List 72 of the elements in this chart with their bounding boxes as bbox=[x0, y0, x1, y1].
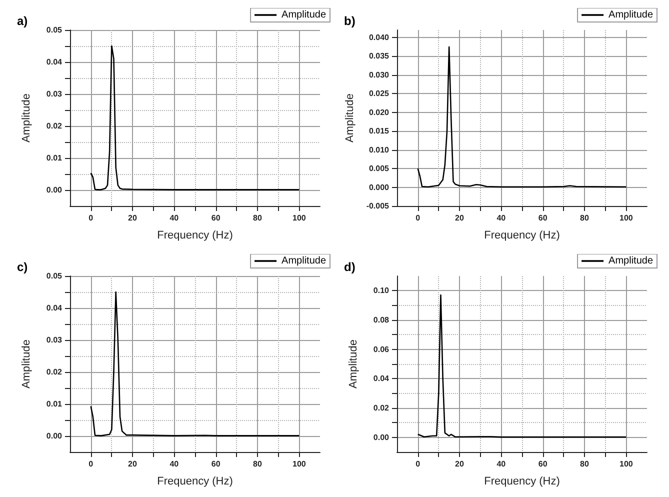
y-tick-label: 0.04 bbox=[46, 58, 63, 66]
chart-title: c) bbox=[17, 260, 28, 274]
x-tick-label: 20 bbox=[128, 214, 138, 222]
y-tick-label: 0.02 bbox=[46, 368, 63, 376]
x-tick-label: 40 bbox=[496, 214, 506, 222]
x-tick-label: 20 bbox=[455, 214, 464, 222]
y-axis-title: Amplitude bbox=[20, 340, 32, 388]
y-tick-label: 0.025 bbox=[368, 89, 390, 98]
line-series bbox=[417, 46, 627, 188]
y-tick-label: 0.035 bbox=[368, 52, 390, 61]
x-tick-label: 40 bbox=[496, 460, 506, 468]
x-tick-label: 100 bbox=[292, 214, 306, 222]
x-tick-label: 100 bbox=[292, 460, 306, 468]
y-tick-label: 0.01 bbox=[46, 154, 63, 162]
x-axis-title: Frequency (Hz) bbox=[157, 230, 233, 242]
y-tick-label: -0.005 bbox=[366, 202, 390, 210]
y-tick-label: 0.08 bbox=[373, 316, 390, 324]
x-tick-label: 0 bbox=[416, 460, 421, 468]
y-tick-label: 0.00 bbox=[46, 432, 63, 440]
line-series bbox=[417, 294, 627, 438]
y-tick-label: 0.015 bbox=[368, 126, 390, 136]
y-tick-label: 0.10 bbox=[373, 286, 390, 296]
y-tick-label: 0.005 bbox=[368, 164, 390, 174]
y-tick-label: 0.03 bbox=[46, 336, 63, 344]
x-tick-label: 20 bbox=[128, 460, 138, 468]
line-series bbox=[90, 291, 300, 436]
y-tick-label: 0.000 bbox=[368, 182, 390, 192]
chart-title: d) bbox=[344, 260, 356, 274]
y-tick-label: 0.020 bbox=[368, 108, 390, 117]
x-tick-label: 0 bbox=[88, 214, 94, 222]
y-tick-label: 0.05 bbox=[46, 272, 63, 280]
y-tick-label: 0.040 bbox=[368, 32, 390, 42]
x-tick-label: 100 bbox=[619, 460, 634, 468]
x-tick-label: 100 bbox=[619, 214, 634, 222]
x-tick-label: 80 bbox=[580, 214, 590, 222]
x-axis-title: Frequency (Hz) bbox=[484, 476, 560, 488]
x-axis-title: Frequency (Hz) bbox=[157, 476, 233, 488]
chart-title: b) bbox=[344, 14, 356, 28]
legend-label: Amplitude bbox=[608, 10, 654, 20]
line-series bbox=[90, 45, 300, 190]
x-tick-label: 40 bbox=[170, 460, 180, 468]
x-tick-label: 60 bbox=[211, 460, 221, 468]
x-tick-label: 60 bbox=[538, 214, 548, 222]
y-tick-label: 0.00 bbox=[373, 432, 390, 442]
y-tick-label: 0.03 bbox=[46, 90, 63, 98]
x-tick-label: 0 bbox=[88, 460, 94, 468]
legend-label: Amplitude bbox=[282, 256, 326, 266]
legend-label: Amplitude bbox=[282, 10, 326, 20]
y-axis-title: Amplitude bbox=[344, 94, 356, 142]
y-tick-label: 0.00 bbox=[46, 186, 63, 194]
chart-title: a) bbox=[17, 14, 28, 28]
y-axis-title: Amplitude bbox=[348, 340, 360, 388]
y-tick-label: 0.030 bbox=[368, 70, 390, 80]
x-tick-label: 60 bbox=[211, 214, 221, 222]
y-tick-label: 0.05 bbox=[46, 26, 63, 34]
x-tick-label: 80 bbox=[253, 460, 262, 468]
x-tick-label: 80 bbox=[580, 460, 590, 468]
y-tick-label: 0.02 bbox=[46, 122, 63, 130]
y-tick-label: 0.04 bbox=[373, 374, 390, 384]
x-tick-label: 0 bbox=[416, 214, 421, 222]
y-tick-label: 0.010 bbox=[368, 145, 390, 154]
y-tick-label: 0.04 bbox=[46, 304, 63, 312]
y-tick-label: 0.01 bbox=[46, 400, 63, 408]
legend-label: Amplitude bbox=[608, 256, 654, 266]
x-tick-label: 40 bbox=[170, 214, 180, 222]
x-tick-label: 60 bbox=[538, 460, 548, 468]
y-tick-label: 0.06 bbox=[373, 344, 390, 354]
y-axis-title: Amplitude bbox=[20, 94, 32, 142]
y-tick-label: 0.02 bbox=[373, 404, 390, 412]
x-tick-label: 80 bbox=[253, 214, 262, 222]
x-axis-title: Frequency (Hz) bbox=[484, 230, 560, 242]
x-tick-label: 20 bbox=[455, 460, 464, 468]
